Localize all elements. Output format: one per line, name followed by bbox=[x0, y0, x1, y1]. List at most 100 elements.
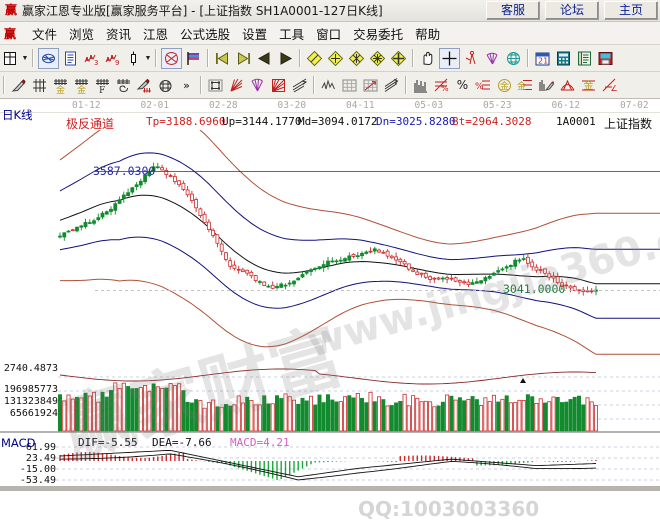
customer-service-button[interactable]: 客服 bbox=[486, 1, 540, 20]
candle-body bbox=[317, 266, 322, 270]
crosshair-icon[interactable] bbox=[439, 47, 460, 69]
calendar-icon[interactable]: 21 bbox=[533, 49, 552, 68]
scribble-indicator-icon[interactable] bbox=[38, 47, 59, 69]
gann-diamond-3-icon[interactable] bbox=[347, 49, 366, 68]
homepage-button[interactable]: 主页 bbox=[604, 1, 658, 20]
candle-icon[interactable] bbox=[124, 49, 143, 68]
grid-dense-icon[interactable] bbox=[340, 76, 359, 95]
volume-bar bbox=[555, 397, 560, 432]
volume-bar bbox=[453, 399, 458, 432]
first-page-icon[interactable] bbox=[213, 49, 232, 68]
more-tools-icon[interactable]: » bbox=[183, 78, 190, 92]
gold-ladder-icon[interactable]: 金 bbox=[579, 76, 598, 95]
menu-item-browse[interactable]: 浏览 bbox=[69, 26, 95, 42]
menu-item-settings[interactable]: 设置 bbox=[242, 26, 268, 42]
svg-text:金: 金 bbox=[56, 84, 65, 94]
gann-diamond-4-icon[interactable] bbox=[368, 49, 387, 68]
candle-body bbox=[215, 234, 220, 244]
gold-circle-icon[interactable]: 金 bbox=[495, 76, 514, 95]
color-flag-icon[interactable] bbox=[184, 49, 203, 68]
parallel-lines-icon[interactable] bbox=[382, 76, 401, 95]
gann-diamond-2-icon[interactable] bbox=[326, 49, 345, 68]
arc-tool-icon[interactable] bbox=[558, 76, 577, 95]
gann-gold-1-icon[interactable]: 金 bbox=[51, 76, 70, 95]
pen-ladder-icon[interactable] bbox=[135, 76, 154, 95]
report-page-icon[interactable] bbox=[61, 49, 80, 68]
gold-level-icon[interactable]: 金 bbox=[516, 76, 535, 95]
globe-icon[interactable] bbox=[504, 49, 523, 68]
volume-bar bbox=[317, 394, 322, 432]
angle-tool-icon[interactable]: ∠ bbox=[600, 76, 619, 95]
volume-bar bbox=[585, 397, 590, 432]
candle-body bbox=[368, 250, 373, 253]
candle-body bbox=[134, 184, 139, 187]
menu-item-tools[interactable]: 工具 bbox=[279, 26, 305, 42]
volume-panel[interactable]: 2740.4873 196985773 131323849 65661924 bbox=[0, 363, 660, 436]
percent-icon[interactable]: % bbox=[456, 78, 469, 92]
ma9-indicator-icon[interactable]: 9 bbox=[103, 49, 122, 68]
fan-purple-icon[interactable] bbox=[248, 76, 267, 95]
menu-item-formula-stock-pick[interactable]: 公式选股 bbox=[180, 26, 231, 42]
spiral-icon[interactable] bbox=[114, 76, 133, 95]
candle-dropdown-caret-icon[interactable]: ▼ bbox=[144, 54, 152, 62]
percent-level-icon[interactable]: % bbox=[474, 76, 493, 95]
fan-tool-icon[interactable] bbox=[483, 49, 502, 68]
grid-arrow-icon[interactable] bbox=[361, 76, 380, 95]
volume-bar bbox=[321, 402, 326, 432]
chart-area[interactable]: 01-12 02-01 02-28 03-20 04-11 05-03 05-23 06-12… bbox=[0, 99, 660, 521]
knot-tool-icon[interactable] bbox=[161, 47, 182, 69]
candle-body bbox=[470, 282, 475, 285]
horizontal-scrollbar[interactable] bbox=[0, 486, 660, 491]
menu-item-help[interactable]: 帮助 bbox=[415, 26, 441, 42]
price-annotation-high: 3587.0300 bbox=[93, 163, 156, 178]
candle-body bbox=[560, 282, 564, 287]
volume-bar bbox=[70, 398, 75, 432]
macd-panel[interactable]: MACD DIF=-5.55 DEA=-7.66 MACD=4.21 61.99 23.4… bbox=[0, 436, 660, 491]
grid-lines-icon[interactable] bbox=[30, 76, 49, 95]
save-disk-icon[interactable] bbox=[596, 49, 615, 68]
pen-draw-icon[interactable] bbox=[9, 76, 28, 95]
candle-body bbox=[521, 258, 526, 260]
bar-chart-icon[interactable] bbox=[411, 76, 430, 95]
fan-box-icon[interactable] bbox=[269, 76, 288, 95]
volume-bar bbox=[581, 404, 586, 432]
prev-page-icon[interactable] bbox=[255, 49, 274, 68]
menu-item-news[interactable]: 资讯 bbox=[106, 26, 132, 42]
percent-fib-icon[interactable]: % bbox=[432, 76, 451, 95]
volume-bar bbox=[75, 397, 80, 432]
menu-item-trade-order[interactable]: 交易委托 bbox=[353, 26, 404, 42]
ladder-f-icon[interactable]: F bbox=[93, 76, 112, 95]
last-page-icon[interactable] bbox=[234, 49, 253, 68]
next-page-icon[interactable] bbox=[276, 49, 295, 68]
forum-button[interactable]: 论坛 bbox=[545, 1, 599, 20]
gann-gold-2-icon[interactable]: 金 bbox=[72, 76, 91, 95]
menu-item-file[interactable]: 文件 bbox=[32, 26, 58, 42]
period-dropdown-caret-icon[interactable]: ▼ bbox=[21, 54, 29, 62]
volume-bar bbox=[58, 394, 63, 432]
gann-diamond-1-icon[interactable] bbox=[305, 49, 324, 68]
fan-red-icon[interactable] bbox=[227, 76, 246, 95]
volume-bar bbox=[457, 397, 462, 432]
price-panel[interactable]: 3587.0300 3041.0000 bbox=[0, 107, 660, 365]
candle-body bbox=[589, 290, 594, 293]
menu-item-gann[interactable]: 江恩 bbox=[143, 26, 169, 42]
rect-select-icon[interactable] bbox=[206, 76, 225, 95]
toolbar-separator bbox=[155, 49, 157, 67]
calculator-icon[interactable] bbox=[554, 49, 573, 68]
candle-body bbox=[66, 230, 71, 233]
circle-scale-icon[interactable] bbox=[156, 76, 175, 95]
hand-pan-icon[interactable] bbox=[418, 49, 437, 68]
period-day-icon[interactable] bbox=[1, 49, 20, 68]
menu-item-window[interactable]: 窗口 bbox=[316, 26, 342, 42]
notebook-icon[interactable] bbox=[575, 49, 594, 68]
candle-body bbox=[483, 277, 488, 282]
slope-lines-icon[interactable] bbox=[290, 76, 309, 95]
volume-bar bbox=[394, 402, 399, 432]
band-md bbox=[59, 194, 660, 285]
compass-draw-icon[interactable] bbox=[462, 49, 481, 68]
gann-diamond-5-icon[interactable] bbox=[389, 49, 408, 68]
wave-line-icon[interactable] bbox=[319, 76, 338, 95]
ink-pen-icon[interactable] bbox=[537, 76, 556, 95]
ma3-indicator-icon[interactable]: 3 bbox=[82, 49, 101, 68]
